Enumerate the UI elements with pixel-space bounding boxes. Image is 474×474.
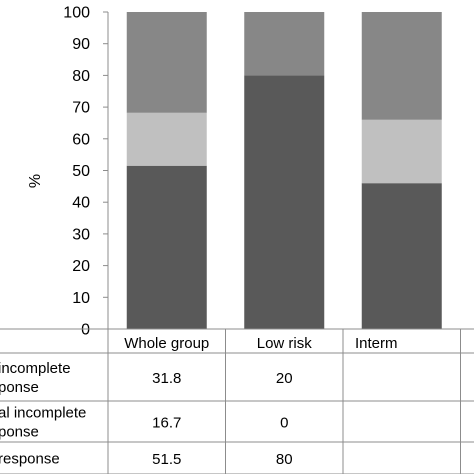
table-row-label: response [0, 451, 60, 468]
table-row-label-line: response [0, 451, 60, 468]
y-tick-label: 20 [72, 258, 90, 275]
table-cell-value: 80 [276, 451, 293, 468]
table-row-label-line: al incomplete [0, 405, 86, 422]
bar-segment [126, 112, 207, 166]
bar-segment [361, 12, 442, 120]
table-row-label: al incomplete ponse [0, 405, 86, 441]
y-tick-label: 50 [72, 163, 90, 180]
y-tick-label: 30 [72, 226, 90, 243]
table-cell-value: 16.7 [152, 415, 181, 432]
table-cell-value: 0 [280, 415, 288, 432]
x-category-label: Low risk [257, 335, 313, 352]
data-table: Whole group Low risk Interm incomplete ponse… [0, 328, 474, 474]
bar-segment [126, 12, 207, 113]
y-tick-label: 80 [72, 68, 90, 85]
table-cell-value: 51.5 [152, 451, 181, 468]
y-tick-label: 40 [72, 195, 90, 212]
y-axis: 0 10 20 30 40 50 60 70 80 90 100 [63, 5, 109, 339]
bar-segment [361, 183, 442, 329]
y-tick-label: 10 [72, 290, 90, 307]
bar-segment [244, 12, 325, 76]
table-row-label-line: ponse [0, 424, 39, 441]
table-row-label-line: incomplete [0, 360, 71, 377]
table-cell-value: 31.8 [152, 370, 181, 387]
y-tick-label: 70 [72, 100, 90, 117]
y-tick-label: 0 [81, 322, 90, 339]
bar-segment [126, 165, 207, 329]
bars [126, 12, 442, 330]
x-category-label: Whole group [124, 335, 209, 352]
table-row-label: incomplete ponse [0, 360, 71, 396]
x-category-label: Interm [355, 335, 398, 352]
y-tick-label: 100 [63, 5, 90, 22]
table-cell-value: 20 [276, 370, 293, 387]
bar-segment [244, 75, 325, 330]
y-axis-label: % [27, 174, 44, 188]
y-tick-label: 90 [72, 36, 90, 53]
bar-segment [361, 119, 442, 184]
table-row-label-line: ponse [0, 379, 39, 396]
y-tick-label: 60 [72, 131, 90, 148]
